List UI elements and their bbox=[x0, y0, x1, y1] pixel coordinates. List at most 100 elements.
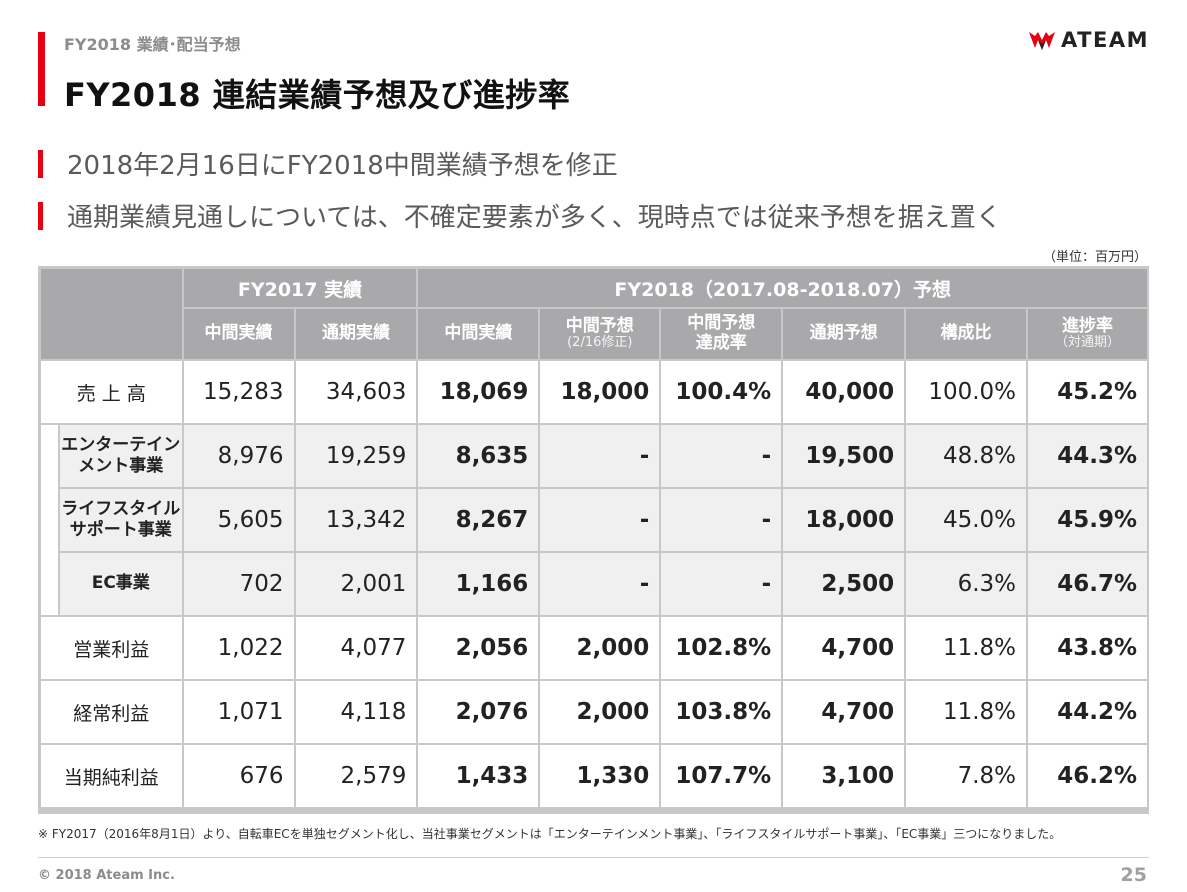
table-cell: - bbox=[661, 489, 782, 551]
table-cell: 40,000 bbox=[783, 361, 905, 423]
table-cell: 100.0% bbox=[906, 361, 1027, 423]
table-cell: 8,976 bbox=[183, 425, 294, 487]
table-cell: 48.8% bbox=[906, 425, 1027, 487]
table-cell: 100.4% bbox=[661, 361, 782, 423]
copyright: © 2018 Ateam Inc. bbox=[38, 868, 175, 883]
column-header: 通期実績 bbox=[295, 309, 417, 359]
results-table-container: FY2017 実績 FY2018（2017.08-2018.07）予想 中間実績… bbox=[38, 266, 1149, 814]
table-cell: 1,330 bbox=[540, 745, 660, 807]
table-cell: 44.3% bbox=[1028, 425, 1147, 487]
column-header: 構成比 bbox=[906, 309, 1027, 359]
table-cell: 19,259 bbox=[295, 425, 417, 487]
segment-indent bbox=[41, 425, 58, 615]
column-header: 中間予想 (2/16修正) bbox=[540, 309, 660, 359]
table-cell: 11.8% bbox=[906, 681, 1027, 743]
table-cell: 4,700 bbox=[783, 681, 905, 743]
table-cell: 18,069 bbox=[418, 361, 539, 423]
table-cell: 43.8% bbox=[1028, 617, 1147, 679]
table-cell: 4,118 bbox=[295, 681, 417, 743]
ateam-logo-icon bbox=[1029, 32, 1056, 50]
table-cell: 18,000 bbox=[540, 361, 660, 423]
table-cell: 45.0% bbox=[906, 489, 1027, 551]
table-cell: 19,500 bbox=[783, 425, 905, 487]
table-cell: 46.2% bbox=[1028, 745, 1147, 807]
column-header-label: 中間実績 bbox=[444, 323, 513, 344]
table-cell: 3,100 bbox=[783, 745, 905, 807]
table-cell: - bbox=[661, 553, 782, 615]
table-cell: 13,342 bbox=[295, 489, 417, 551]
table-row: 売 上 高 15,283 34,603 18,069 18,000 100.4%… bbox=[41, 361, 1147, 423]
column-header-label: 中間実績 bbox=[204, 323, 273, 344]
row-label: 営業利益 bbox=[41, 617, 182, 679]
column-header: 中間実績 bbox=[183, 309, 294, 359]
row-label: 当期純利益 bbox=[41, 745, 182, 807]
table-cell: 8,635 bbox=[418, 425, 539, 487]
column-header-label: 進捗率 bbox=[1062, 315, 1114, 336]
table-cell: 2,500 bbox=[783, 553, 905, 615]
logo-text: ATEAM bbox=[1061, 28, 1149, 52]
row-label: 経常利益 bbox=[41, 681, 182, 743]
column-header: 中間予想 達成率 bbox=[661, 309, 782, 359]
column-header-label: 構成比 bbox=[940, 323, 992, 344]
title-accent-bar bbox=[38, 32, 45, 106]
unit-label: （単位：百万円） bbox=[1042, 250, 1147, 265]
table-cell: 107.7% bbox=[661, 745, 782, 807]
column-header: 中間実績 bbox=[418, 309, 539, 359]
bullet-2: 通期業績見通しについては、不確定要素が多く、現時点では従来予想を据え置く bbox=[38, 197, 1002, 234]
table-cell: 1,022 bbox=[183, 617, 294, 679]
page-number: 25 bbox=[1120, 864, 1147, 886]
table-row: エンターテイン メント事業 8,976 19,259 8,635 - - 19,… bbox=[41, 425, 1147, 615]
table-cell: 2,579 bbox=[295, 745, 417, 807]
column-header-label: 通期実績 bbox=[321, 323, 390, 344]
table-row: EC事業 702 2,001 1,166 - - 2,500 6.3% 46.7… bbox=[41, 553, 1147, 615]
column-header: 進捗率 （対通期） bbox=[1028, 309, 1147, 359]
table-cell: 2,076 bbox=[418, 681, 539, 743]
table-cell: 15,283 bbox=[183, 361, 294, 423]
ateam-logo: ATEAM bbox=[1027, 28, 1149, 52]
table-cell: 11.8% bbox=[906, 617, 1027, 679]
table-cell: 1,166 bbox=[418, 553, 539, 615]
bullet-text: 2018年2月16日にFY2018中間業績予想を修正 bbox=[67, 151, 618, 181]
table-cell: 8,267 bbox=[418, 489, 539, 551]
group-header-fy2018: FY2018（2017.08-2018.07）予想 bbox=[418, 269, 1147, 307]
table-row: 当期純利益 676 2,579 1,433 1,330 107.7% 3,100… bbox=[41, 745, 1147, 807]
column-header: 通期予想 bbox=[783, 309, 905, 359]
table-cell: 7.8% bbox=[906, 745, 1027, 807]
table-cell: 4,700 bbox=[783, 617, 905, 679]
section-label: FY2018 業績･配当予想 bbox=[64, 35, 241, 54]
footer-divider bbox=[38, 857, 1149, 858]
row-label: 売 上 高 bbox=[41, 361, 182, 423]
table-cell: 44.2% bbox=[1028, 681, 1147, 743]
bullet-text: 通期業績見通しについては、不確定要素が多く、現時点では従来予想を据え置く bbox=[67, 203, 1002, 233]
table-cell: 1,071 bbox=[183, 681, 294, 743]
table-row: 営業利益 1,022 4,077 2,056 2,000 102.8% 4,70… bbox=[41, 617, 1147, 679]
column-header-label: 中間予想 達成率 bbox=[687, 313, 756, 353]
table-cell: 45.2% bbox=[1028, 361, 1147, 423]
table-cell: 46.7% bbox=[1028, 553, 1147, 615]
column-header-label: 通期予想 bbox=[809, 323, 878, 344]
table-row: 経常利益 1,071 4,118 2,076 2,000 103.8% 4,70… bbox=[41, 681, 1147, 743]
bullet-marker bbox=[38, 201, 43, 230]
table-cell: 5,605 bbox=[183, 489, 294, 551]
table-cell: 4,077 bbox=[295, 617, 417, 679]
table-cell: 2,001 bbox=[295, 553, 417, 615]
column-header-label: 中間予想 bbox=[565, 315, 634, 336]
table-cell: 18,000 bbox=[783, 489, 905, 551]
row-label: ライフスタイル サポート事業 bbox=[59, 489, 182, 551]
table-cell: 103.8% bbox=[661, 681, 782, 743]
results-table: FY2017 実績 FY2018（2017.08-2018.07）予想 中間実績… bbox=[39, 267, 1149, 809]
header-row-columns: 中間実績 通期実績 中間実績 中間予想 (2/16修正) 中間予想 達成率 通期予… bbox=[41, 309, 1147, 359]
table-cell: 6.3% bbox=[906, 553, 1027, 615]
bullet-1: 2018年2月16日にFY2018中間業績予想を修正 bbox=[38, 145, 618, 182]
header-blank-cell bbox=[41, 269, 182, 359]
page-title: FY2018 連結業績予想及び進捗率 bbox=[64, 76, 571, 114]
column-header-sub: （対通期） bbox=[1055, 335, 1121, 351]
footnote: ※ FY2017（2016年8月1日）より、自転車ECを単独セグメント化し、当社… bbox=[38, 827, 1062, 841]
row-label: エンターテイン メント事業 bbox=[59, 425, 182, 487]
table-cell: - bbox=[540, 489, 660, 551]
table-cell: 45.9% bbox=[1028, 489, 1147, 551]
table-cell: 2,056 bbox=[418, 617, 539, 679]
table-cell: - bbox=[661, 425, 782, 487]
table-cell: 676 bbox=[183, 745, 294, 807]
table-cell: 102.8% bbox=[661, 617, 782, 679]
